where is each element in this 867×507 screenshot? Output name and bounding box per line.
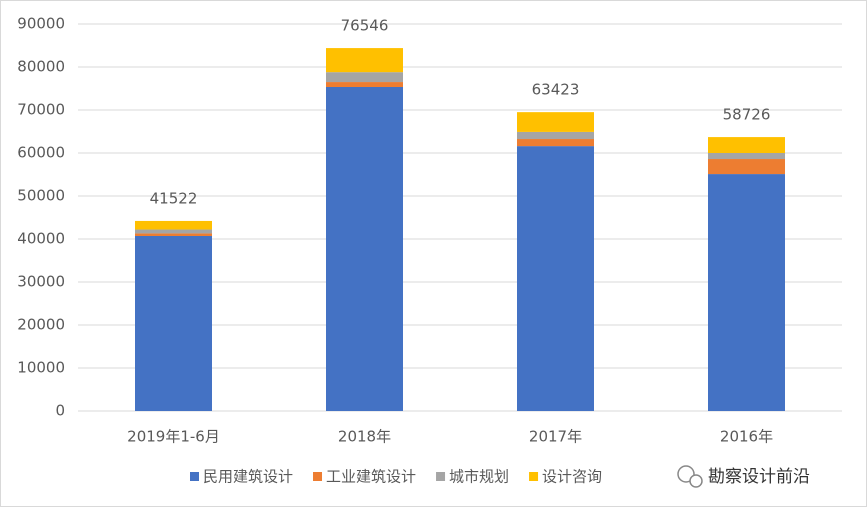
- legend-swatch: [313, 472, 323, 481]
- bar-segment: [326, 48, 403, 73]
- bar-segment: [326, 82, 403, 87]
- bar-segment: [517, 139, 594, 147]
- x-tick-label: 2017年: [529, 428, 582, 446]
- y-tick-label: 20000: [17, 316, 65, 334]
- y-tick-label: 50000: [17, 187, 65, 205]
- bar-segment: [708, 174, 785, 411]
- legend-label: 工业建筑设计: [326, 468, 416, 486]
- y-tick-label: 70000: [17, 101, 65, 119]
- bar-segment: [326, 72, 403, 83]
- x-tick-label: 2018年: [338, 428, 391, 446]
- x-tick-label: 2019年1-6月: [127, 428, 220, 446]
- bar-segment: [326, 86, 403, 412]
- legend-swatch: [436, 472, 446, 481]
- bar-segment: [708, 137, 785, 153]
- legend-swatch: [190, 472, 199, 481]
- legend-label: 城市规划: [449, 468, 509, 486]
- y-tick-label: 10000: [17, 359, 65, 377]
- bar-segment: [517, 112, 594, 132]
- y-tick-label: 40000: [17, 230, 65, 248]
- bar-segment: [708, 159, 785, 175]
- bar-segment: [135, 229, 212, 234]
- legend-label: 设计咨询: [542, 468, 602, 486]
- y-tick-label: 80000: [17, 58, 65, 76]
- bar-segment: [517, 146, 594, 411]
- bar-segment: [135, 233, 212, 236]
- legend-label: 民用建筑设计: [203, 468, 293, 486]
- watermark-icon: [689, 474, 703, 488]
- legend-swatch: [529, 472, 539, 481]
- x-tick-label: 2016年: [720, 428, 773, 446]
- bar-segment: [135, 235, 212, 411]
- y-tick-label: 30000: [17, 273, 65, 291]
- watermark-icon: [677, 465, 695, 483]
- total-label: 41522: [150, 189, 198, 207]
- watermark: 勘察设计前沿: [708, 467, 810, 487]
- y-tick-label: 0: [55, 402, 65, 420]
- total-label: 76546: [341, 17, 389, 35]
- bar-segment: [135, 220, 212, 230]
- y-tick-label: 60000: [17, 144, 65, 162]
- total-label: 58726: [723, 106, 771, 124]
- total-label: 63423: [532, 81, 580, 99]
- bar-segment: [517, 131, 594, 140]
- y-tick-label: 90000: [17, 15, 65, 33]
- bar-segment: [708, 153, 785, 160]
